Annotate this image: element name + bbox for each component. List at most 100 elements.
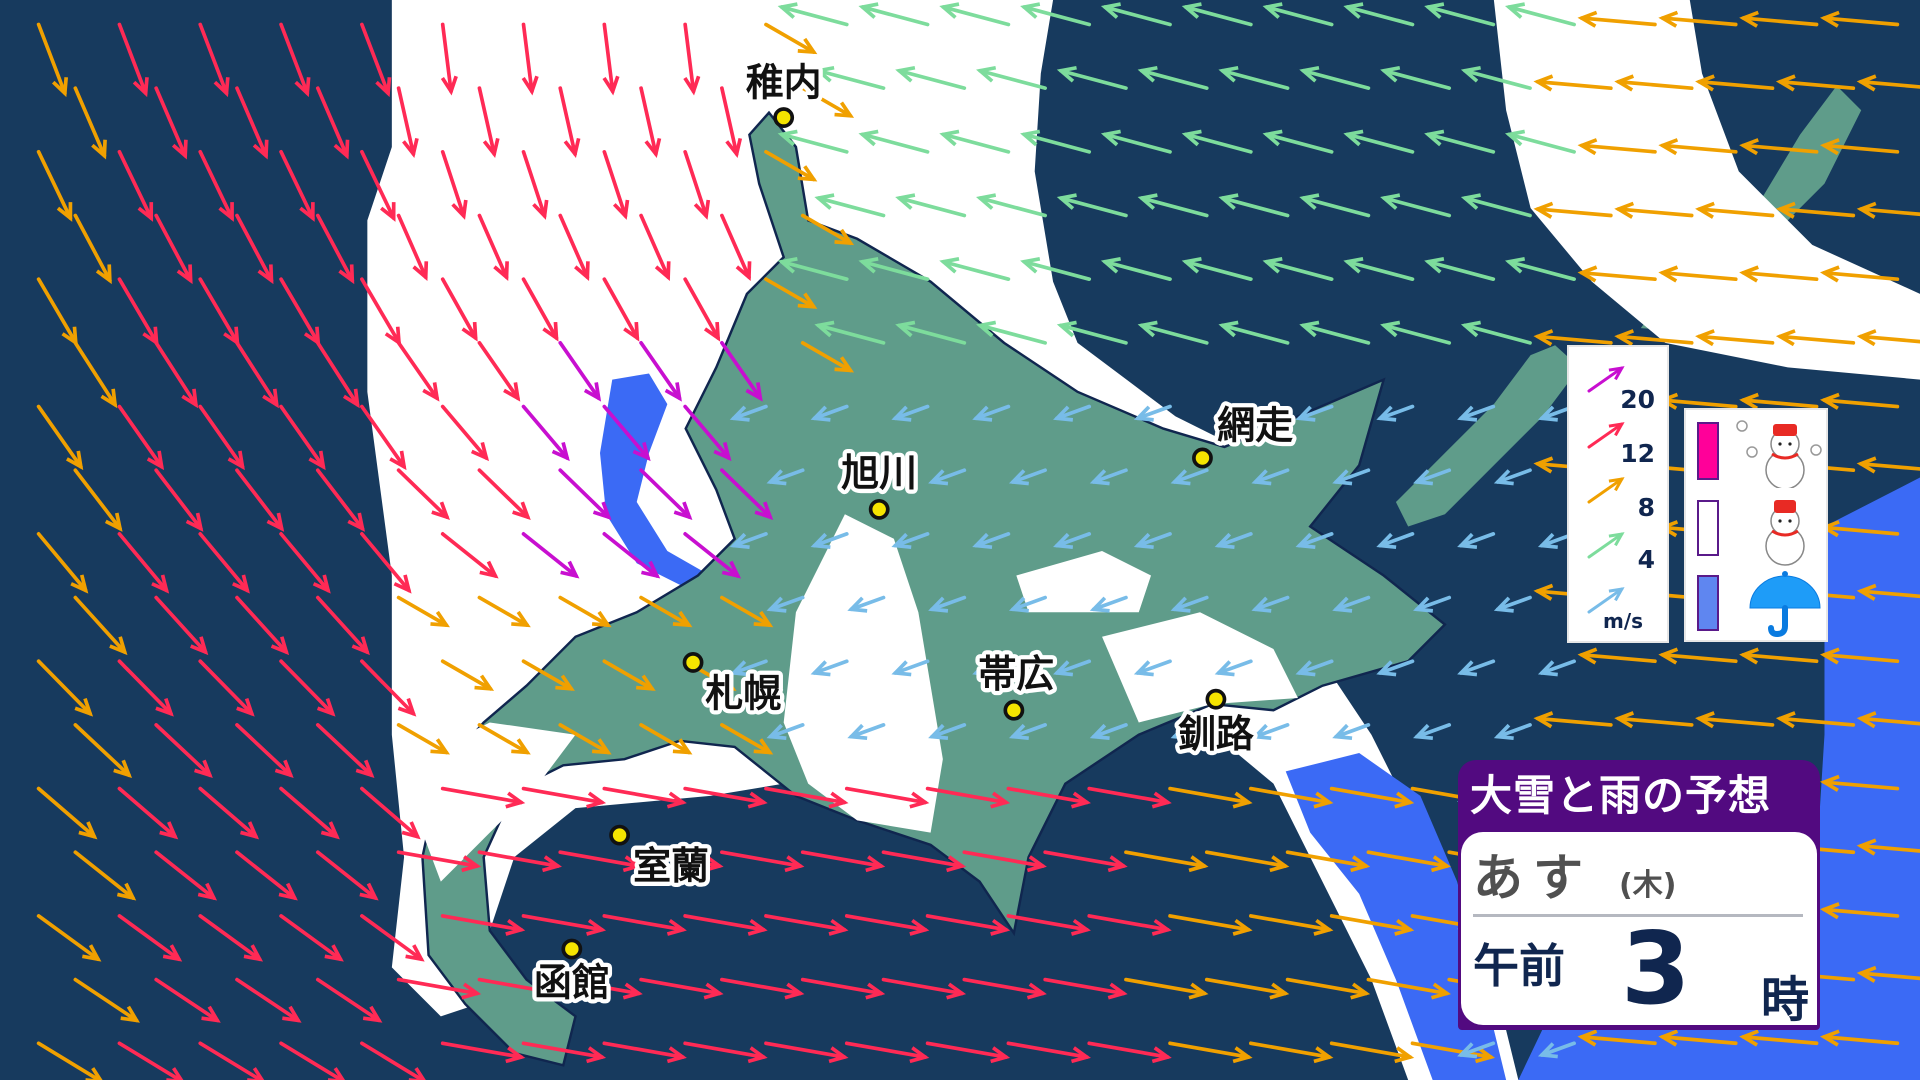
wind-arrow xyxy=(847,595,886,613)
wind-arrow xyxy=(720,723,774,755)
wind-arrow xyxy=(1299,193,1371,218)
legend-arrow xyxy=(1587,477,1625,504)
wind-arrow xyxy=(1460,65,1532,90)
wind-arrow xyxy=(117,659,174,717)
wind-arrow xyxy=(1820,774,1900,792)
wind-arrow xyxy=(1204,850,1290,873)
wind-arrow xyxy=(777,256,849,282)
wind-arrow xyxy=(1251,723,1290,741)
wind-arrow xyxy=(1124,977,1209,1000)
wind-arrow xyxy=(1493,595,1532,613)
wind-arrow xyxy=(1295,404,1334,422)
city-label: 釧路 xyxy=(1178,712,1254,756)
wind-arrow xyxy=(800,86,855,118)
city-dot xyxy=(868,498,890,520)
land-snow-patch-tokachi xyxy=(1016,551,1152,613)
wind-arrow xyxy=(683,786,768,809)
wind-arrow xyxy=(972,404,1011,422)
city-label: 稚内 xyxy=(746,61,822,105)
wind-arrow xyxy=(972,532,1011,550)
wind-arrow xyxy=(1295,659,1334,677)
wind-arrow xyxy=(639,86,662,158)
wind-arrow xyxy=(729,404,768,422)
wind-arrow xyxy=(521,786,607,809)
wind-arrow xyxy=(639,723,693,755)
wind-arrow xyxy=(1614,711,1694,729)
wind-arrow xyxy=(1820,902,1900,920)
wind-arrow xyxy=(36,22,69,98)
wind-arrow xyxy=(396,595,450,628)
wind-arrow xyxy=(1424,256,1496,282)
wind-arrow xyxy=(639,977,724,1000)
wind-arrow xyxy=(315,341,360,409)
wind-arrow xyxy=(558,723,612,755)
wind-arrow xyxy=(895,65,967,90)
wind-arrow xyxy=(1457,404,1496,422)
wind-arrow xyxy=(720,468,774,521)
wind-arrow xyxy=(1285,977,1371,1000)
wind-arrow xyxy=(639,468,693,521)
wind-arrow xyxy=(477,86,500,158)
wind-arrow xyxy=(235,850,298,901)
wind-arrow xyxy=(154,723,213,779)
wind-arrow xyxy=(117,22,149,98)
wind-arrow xyxy=(1413,723,1452,741)
wind-arrow xyxy=(1262,2,1334,27)
city-marker: 釧路 xyxy=(1174,688,1258,760)
wind-arrow xyxy=(315,977,383,1023)
wind-arrow xyxy=(1577,265,1657,283)
wind-arrow xyxy=(198,22,230,98)
wind-arrow xyxy=(1295,532,1334,550)
wind-arrow xyxy=(117,150,154,222)
wind-arrow xyxy=(925,1041,1011,1064)
city-dot xyxy=(609,824,630,846)
wind-arrow xyxy=(396,468,450,521)
wind-arrow xyxy=(1137,320,1209,345)
wind-arrow xyxy=(315,723,375,779)
wind-arrow xyxy=(1332,595,1371,613)
wind-arrow xyxy=(477,850,562,873)
wind-arrow xyxy=(521,22,539,96)
wind-arrow xyxy=(1856,329,1920,347)
wind-arrow xyxy=(558,850,643,873)
wind-arrow xyxy=(683,914,768,936)
wind-arrow xyxy=(198,150,234,222)
wind-arrow xyxy=(558,977,643,1000)
wind-arrow xyxy=(1133,532,1172,550)
wind-arrow xyxy=(1006,1041,1091,1064)
wind-arrow xyxy=(800,850,886,873)
wind-arrow xyxy=(1739,392,1819,410)
wind-arrow xyxy=(1424,129,1496,154)
wind-arrow xyxy=(1008,595,1047,613)
wind-arrow xyxy=(73,977,140,1023)
wind-arrow xyxy=(847,468,886,486)
city-dot xyxy=(773,107,795,128)
wind-arrow xyxy=(36,914,102,962)
wind-arrow xyxy=(477,213,509,282)
wind-arrow xyxy=(858,256,930,282)
wind-threshold-12: 12 xyxy=(1620,439,1655,468)
wind-arrow xyxy=(602,150,630,220)
wind-arrow xyxy=(764,914,849,936)
wind-arrow xyxy=(639,595,693,628)
wind-arrow xyxy=(396,341,440,402)
wind-arrow xyxy=(602,1041,687,1064)
wind-arrow xyxy=(858,2,930,27)
wind-arrow xyxy=(235,213,274,285)
forecast-hour: 3 xyxy=(1621,910,1691,1027)
wind-arrow xyxy=(117,786,179,840)
forecast-heading: 大雪と雨の予想 xyxy=(1470,771,1772,820)
wind-arrow xyxy=(198,659,255,717)
wind-arrow xyxy=(315,595,370,656)
wind-arrow xyxy=(1376,659,1415,677)
wind-threshold-8: 8 xyxy=(1637,493,1655,522)
city-label: 室蘭 xyxy=(633,844,709,888)
wind-arrow xyxy=(1214,404,1253,422)
wind-arrow xyxy=(1504,2,1576,27)
divider xyxy=(1473,914,1803,917)
wind-arrow xyxy=(976,320,1047,345)
wind-arrow xyxy=(1137,193,1209,218)
wind-arrow xyxy=(360,532,412,594)
wind-arrow xyxy=(360,914,425,962)
